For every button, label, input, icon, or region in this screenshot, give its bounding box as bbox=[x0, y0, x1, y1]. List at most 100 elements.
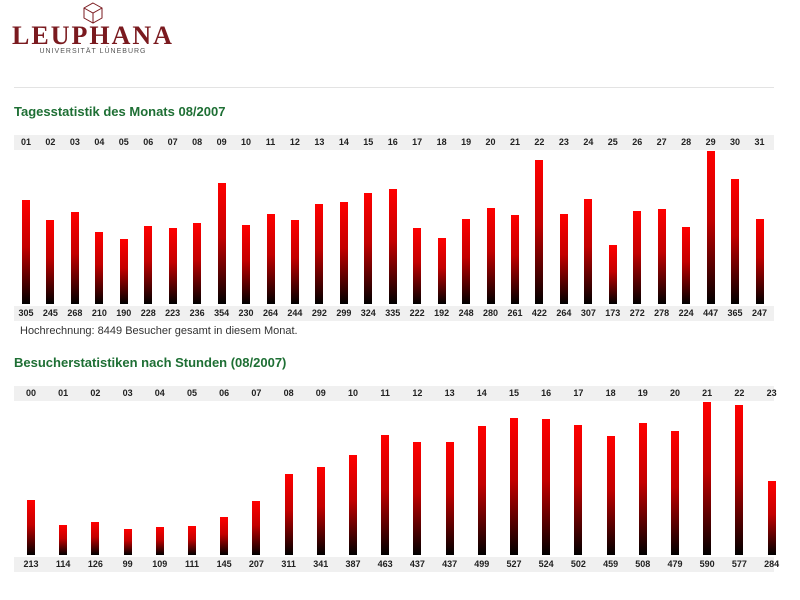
hourly-category-label: 13 bbox=[444, 388, 455, 398]
daily-category-label: 19 bbox=[461, 137, 472, 147]
daily-category-label: 09 bbox=[216, 137, 227, 147]
daily-bar bbox=[657, 209, 666, 304]
daily-category-label: 01 bbox=[20, 137, 31, 147]
daily-category-label: 15 bbox=[363, 137, 374, 147]
daily-bar bbox=[584, 199, 593, 304]
hourly-value-label: 207 bbox=[248, 559, 264, 569]
hourly-value-label: 590 bbox=[699, 559, 715, 569]
daily-bar bbox=[242, 225, 251, 304]
daily-category-label: 28 bbox=[681, 137, 692, 147]
daily-bar bbox=[437, 238, 446, 304]
daily-value-label: 280 bbox=[483, 308, 499, 318]
daily-category-label: 02 bbox=[45, 137, 56, 147]
hourly-bar bbox=[606, 436, 615, 555]
daily-category-band bbox=[14, 135, 774, 150]
hourly-bar bbox=[671, 431, 679, 555]
hourly-value-label: 284 bbox=[764, 559, 780, 569]
daily-bar bbox=[339, 202, 348, 304]
daily-bar bbox=[46, 220, 55, 304]
hourly-category-label: 04 bbox=[154, 388, 165, 398]
daily-category-label: 16 bbox=[387, 137, 398, 147]
daily-chart: 01 305 02 245 03 268 04 210 05 190 06 228 07 223 08 236… bbox=[14, 135, 774, 325]
daily-value-label: 223 bbox=[165, 308, 181, 318]
daily-value-label: 245 bbox=[42, 308, 58, 318]
hourly-bar bbox=[27, 500, 35, 555]
hourly-category-label: 10 bbox=[347, 388, 358, 398]
daily-value-label: 307 bbox=[580, 308, 596, 318]
hourly-value-label: 479 bbox=[667, 559, 683, 569]
daily-bar bbox=[413, 228, 422, 304]
hourly-value-label: 524 bbox=[538, 559, 554, 569]
daily-value-label: 247 bbox=[751, 308, 768, 318]
daily-category-label: 13 bbox=[314, 137, 325, 147]
daily-category-label: 27 bbox=[656, 137, 667, 147]
daily-bar bbox=[511, 215, 519, 304]
hourly-bar bbox=[510, 418, 518, 555]
logo-subtitle: UNIVERSITÄT LÜNEBURG bbox=[39, 48, 147, 55]
hourly-value-label: 577 bbox=[731, 559, 747, 569]
hourly-bar bbox=[349, 455, 357, 555]
hourly-category-label: 07 bbox=[251, 388, 262, 398]
hourly-chart-title: Besucherstatistiken nach Stunden (08/200… bbox=[14, 355, 287, 370]
hourly-category-label: 02 bbox=[90, 388, 101, 398]
hourly-value-label: 213 bbox=[23, 559, 39, 569]
daily-value-label: 335 bbox=[385, 308, 401, 318]
daily-category-label: 08 bbox=[192, 137, 203, 147]
daily-bar bbox=[608, 245, 617, 304]
hourly-value-label: 145 bbox=[216, 559, 232, 569]
hourly-value-label: 437 bbox=[409, 559, 425, 569]
hourly-category-label: 03 bbox=[122, 388, 133, 398]
hourly-chart: 00 213 01 114 02 126 03 99 04 109 05 111 06 145 07 207 0… bbox=[14, 386, 779, 576]
daily-value-label: 272 bbox=[629, 308, 645, 318]
header: LEUPHANA UNIVERSITÄT LÜNEBURG bbox=[0, 0, 800, 90]
daily-category-label: 21 bbox=[509, 137, 520, 147]
daily-bar bbox=[119, 239, 128, 304]
hourly-bar bbox=[445, 442, 454, 555]
hourly-bar bbox=[123, 529, 132, 555]
hourly-value-label: 341 bbox=[313, 559, 329, 569]
hourly-value-label: 114 bbox=[55, 559, 71, 569]
daily-bar bbox=[193, 223, 202, 304]
hourly-category-label: 08 bbox=[283, 388, 294, 398]
hourly-category-label: 21 bbox=[702, 388, 713, 398]
daily-value-label: 305 bbox=[18, 308, 34, 318]
hourly-bar bbox=[91, 522, 100, 555]
daily-category-label: 29 bbox=[705, 137, 716, 147]
hourly-category-label: 16 bbox=[541, 388, 552, 398]
hourly-category-label: 15 bbox=[508, 388, 519, 398]
daily-bar bbox=[731, 179, 740, 304]
daily-value-label: 210 bbox=[91, 308, 107, 318]
hourly-category-label: 09 bbox=[315, 388, 326, 398]
daily-value-label: 278 bbox=[654, 308, 670, 318]
daily-category-label: 03 bbox=[69, 137, 80, 147]
hourly-bar bbox=[284, 474, 293, 555]
hourly-value-label: 126 bbox=[87, 559, 103, 569]
hourly-bar bbox=[703, 402, 712, 555]
hourly-category-label: 06 bbox=[219, 388, 230, 398]
hourly-value-label: 387 bbox=[345, 559, 361, 569]
hourly-bar bbox=[735, 405, 744, 555]
daily-value-label: 324 bbox=[360, 308, 376, 318]
daily-category-label: 10 bbox=[241, 137, 252, 147]
daily-value-label: 264 bbox=[262, 308, 279, 318]
daily-bar bbox=[144, 226, 153, 304]
hourly-value-label: 508 bbox=[635, 559, 651, 569]
daily-category-label: 06 bbox=[143, 137, 154, 147]
hourly-bar bbox=[542, 419, 551, 555]
daily-value-label: 230 bbox=[238, 308, 254, 318]
daily-bar bbox=[486, 208, 495, 304]
logo-wordmark: LEUPHANA bbox=[12, 21, 174, 50]
daily-bar bbox=[70, 212, 79, 304]
hourly-value-label: 499 bbox=[474, 559, 490, 569]
daily-bar bbox=[559, 214, 568, 304]
daily-value-label: 447 bbox=[703, 308, 719, 318]
header-divider bbox=[14, 87, 774, 88]
hourly-category-label: 05 bbox=[186, 388, 197, 398]
daily-bar bbox=[755, 219, 764, 304]
daily-category-label: 07 bbox=[167, 137, 178, 147]
daily-bar bbox=[364, 193, 373, 304]
hourly-bar bbox=[574, 425, 583, 555]
hourly-category-label: 19 bbox=[637, 388, 648, 398]
daily-value-label: 236 bbox=[189, 308, 205, 318]
daily-bar bbox=[22, 200, 30, 304]
